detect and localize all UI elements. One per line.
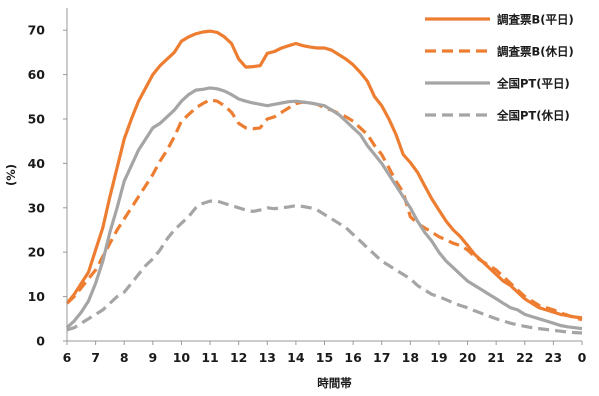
x-tick-label: 8 (120, 350, 129, 365)
y-tick-label: 50 (28, 112, 46, 127)
legend-label-1: 調査票B(平日) (497, 13, 574, 27)
x-tick-label: 14 (287, 350, 305, 365)
x-tick-label: 23 (545, 350, 562, 365)
x-tick-label: 0 (578, 350, 587, 365)
x-tick-label: 7 (91, 350, 100, 365)
x-tick-label: 19 (430, 350, 447, 365)
x-tick-label: 9 (148, 350, 157, 365)
series-layer (65, 29, 583, 335)
y-tick-label: 60 (28, 67, 46, 82)
legend: 調査票B(平日) 調査票B(休日) 全国PT(平日) 全国PT(休日) (425, 13, 574, 123)
x-axis-ticks: 6 7 8 9 10 11 12 13 14 15 16 17 18 19 20 21 22 23 0 (63, 341, 587, 365)
x-tick-label: 11 (201, 350, 218, 365)
y-axis-title: (%) (4, 164, 18, 186)
legend-label-3: 全国PT(平日) (496, 77, 570, 91)
x-tick-label: 13 (259, 350, 276, 365)
y-axis-ticks: 0 10 20 30 40 50 60 70 (28, 23, 67, 349)
series-line-1 (65, 29, 583, 320)
series-line-3 (65, 86, 583, 331)
x-tick-label: 17 (373, 350, 390, 365)
x-tick-label: 12 (230, 350, 247, 365)
y-tick-label: 10 (28, 289, 46, 304)
x-tick-label: 20 (459, 350, 477, 365)
legend-label-2: 調査票B(休日) (497, 45, 574, 59)
series-line-4 (66, 199, 583, 335)
x-tick-label: 10 (173, 350, 191, 365)
y-tick-label: 40 (28, 156, 46, 171)
y-tick-label: 0 (36, 334, 45, 349)
legend-label-4: 全国PT(休日) (496, 109, 570, 123)
y-tick-label: 30 (28, 200, 46, 215)
series-line-2 (65, 98, 583, 322)
x-axis-title: 時間帯 (317, 376, 352, 390)
x-tick-label: 18 (402, 350, 419, 365)
x-tick-label: 6 (63, 350, 72, 365)
x-tick-label: 16 (344, 350, 362, 365)
x-tick-label: 15 (316, 350, 333, 365)
y-tick-label: 20 (28, 245, 46, 260)
x-tick-label: 22 (516, 350, 533, 365)
y-tick-label: 70 (28, 23, 46, 38)
x-tick-label: 21 (487, 350, 504, 365)
